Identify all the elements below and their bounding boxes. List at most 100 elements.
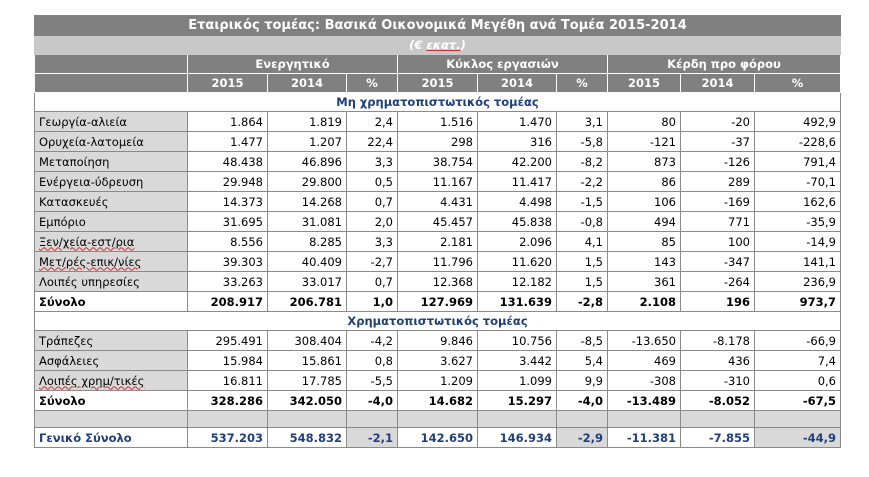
value-cell: 2,4 xyxy=(346,111,398,132)
value-cell: 7,4 xyxy=(754,350,841,371)
value-cell: 308.404 xyxy=(267,330,347,351)
row-label: Ξεν/χεία-εστ/ρια xyxy=(34,231,188,252)
value-cell: 3,3 xyxy=(346,231,398,252)
value-cell: 5,4 xyxy=(556,350,608,371)
value-cell: 16.811 xyxy=(187,370,268,391)
value-cell: 4.431 xyxy=(397,191,478,212)
value-cell: 22,4 xyxy=(346,131,398,152)
value-cell: 4,1 xyxy=(556,231,608,252)
value-cell: 86 xyxy=(607,171,681,192)
value-cell: 100 xyxy=(680,231,755,252)
sub-header: 2015 xyxy=(607,73,681,93)
spacer-cell xyxy=(556,410,608,428)
value-cell: 873 xyxy=(607,151,681,172)
value-cell: 361 xyxy=(607,271,681,292)
value-cell: 162,6 xyxy=(754,191,841,212)
value-cell: 328.286 xyxy=(187,390,268,411)
group-header-turnover: Κύκλος εργασιών xyxy=(397,54,608,74)
value-cell: 3.627 xyxy=(397,350,478,371)
value-cell: 2.096 xyxy=(477,231,557,252)
value-cell: 14.268 xyxy=(267,191,347,212)
value-cell: -7.855 xyxy=(680,427,755,448)
value-cell: 342.050 xyxy=(267,390,347,411)
table-row: Ξεν/χεία-εστ/ρια 8.556 8.285 3,3 2.181 2.096 4… xyxy=(34,231,841,252)
value-cell: 196 xyxy=(680,291,755,312)
value-cell: -2,2 xyxy=(556,171,608,192)
value-cell: 492,9 xyxy=(754,111,841,132)
value-cell: 48.438 xyxy=(187,151,268,172)
value-cell: -67,5 xyxy=(754,390,841,411)
header-blank xyxy=(34,73,188,93)
value-cell: 1.819 xyxy=(267,111,347,132)
value-cell: 106 xyxy=(607,191,681,212)
value-cell: -13.489 xyxy=(607,390,681,411)
group-header-profit: Κέρδη προ φόρου xyxy=(607,54,841,74)
table-title-row: Εταιρικός τομέας: Βασικά Οικονομικά Μεγέ… xyxy=(34,15,841,36)
row-label: Ασφάλειες xyxy=(34,350,188,371)
value-cell: 45.838 xyxy=(477,211,557,232)
row-label: Εμπόριο xyxy=(34,211,188,232)
value-cell: -37 xyxy=(680,131,755,152)
row-label: Τράπεζες xyxy=(34,330,188,351)
table-row: Εμπόριο 31.695 31.081 2,0 45.457 45.838 -0,8 49… xyxy=(34,211,841,232)
value-cell: -8.178 xyxy=(680,330,755,351)
value-cell: 0,6 xyxy=(754,370,841,391)
sub-header: 2014 xyxy=(477,73,557,93)
table-row: Λοιπές υπηρεσίες 33.263 33.017 0,7 12.368 12.… xyxy=(34,271,841,292)
spacer-cell xyxy=(680,410,755,428)
row-label-text: Ξεν/χεία-εστ/ρια xyxy=(39,234,135,249)
value-cell: 46.896 xyxy=(267,151,347,172)
row-label: Ορυχεία-λατομεία xyxy=(34,131,188,152)
table-row: Ενέργεια-ύδρευση 29.948 29.800 0,5 11.167 11.… xyxy=(34,171,841,192)
value-cell: 2,0 xyxy=(346,211,398,232)
financial-table-container: Εταιρικός τομέας: Βασικά Οικονομικά Μεγέ… xyxy=(34,15,841,448)
value-cell: -4,0 xyxy=(556,390,608,411)
section-title: Χρηματοπιστωτικός τομέας xyxy=(34,311,841,331)
value-cell: 143 xyxy=(607,251,681,272)
value-cell: 1,5 xyxy=(556,271,608,292)
value-cell: 1.470 xyxy=(477,111,557,132)
value-cell: -8,2 xyxy=(556,151,608,172)
value-cell: -347 xyxy=(680,251,755,272)
total-row-financial: Σύνολο 328.286 342.050 -4,0 14.682 15.297 -4,0… xyxy=(34,390,841,411)
value-cell: 208.917 xyxy=(187,291,268,312)
value-cell: -5,8 xyxy=(556,131,608,152)
value-cell: 0,8 xyxy=(346,350,398,371)
table-row: Κατασκευές 14.373 14.268 0,7 4.431 4.498 -1,5 1… xyxy=(34,191,841,212)
sub-header: 2014 xyxy=(267,73,347,93)
value-cell: -121 xyxy=(607,131,681,152)
value-cell: 131.639 xyxy=(477,291,557,312)
value-cell: -20 xyxy=(680,111,755,132)
value-cell: 29.800 xyxy=(267,171,347,192)
spacer-cell xyxy=(346,410,398,428)
value-cell: 537.203 xyxy=(187,427,268,448)
value-cell: 771 xyxy=(680,211,755,232)
value-cell: 146.934 xyxy=(477,427,557,448)
sub-header: 2015 xyxy=(187,73,268,93)
row-label: Κατασκευές xyxy=(34,191,188,212)
value-cell: 42.200 xyxy=(477,151,557,172)
sub-header: % xyxy=(556,73,608,93)
value-cell: 494 xyxy=(607,211,681,232)
value-cell: 31.695 xyxy=(187,211,268,232)
unit-suffix: ) xyxy=(460,38,466,52)
row-label: Ενέργεια-ύδρευση xyxy=(34,171,188,192)
table-row: Ασφάλειες 15.984 15.861 0,8 3.627 3.442 5,4 469… xyxy=(34,350,841,371)
row-label: Μεταποίηση xyxy=(34,151,188,172)
spacer-cell xyxy=(34,410,188,428)
value-cell: -308 xyxy=(607,370,681,391)
value-cell: 40.409 xyxy=(267,251,347,272)
value-cell: 1.207 xyxy=(267,131,347,152)
spacer-cell xyxy=(397,410,478,428)
spacer-cell xyxy=(267,410,347,428)
value-cell: 4.498 xyxy=(477,191,557,212)
value-cell: -126 xyxy=(680,151,755,172)
header-blank xyxy=(34,54,188,74)
value-cell: 3.442 xyxy=(477,350,557,371)
table-row: Μετ/ρές-επικ/νίες 39.303 40.409 -2,7 11.796 1… xyxy=(34,251,841,272)
unit-prefix: (€ xyxy=(409,38,427,52)
value-cell: 298 xyxy=(397,131,478,152)
value-cell: 1.209 xyxy=(397,370,478,391)
value-cell: -4,2 xyxy=(346,330,398,351)
value-cell: -228,6 xyxy=(754,131,841,152)
